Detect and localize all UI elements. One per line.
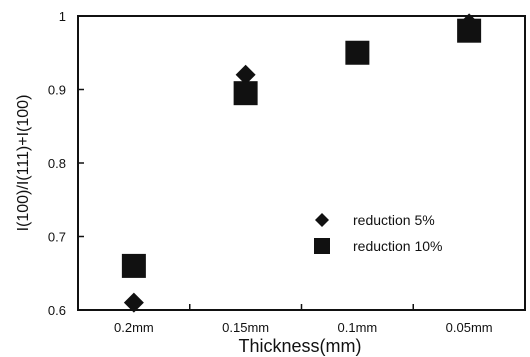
x-axis-label: Thickness(mm)	[238, 336, 361, 356]
y-tick-label: 0.6	[48, 303, 66, 318]
legend-marker-square	[314, 238, 330, 254]
legend-label-series-2: reduction 10%	[353, 238, 443, 254]
y-tick-label: 0.9	[48, 83, 66, 98]
legend: reduction 5% reduction 10%	[314, 212, 443, 254]
legend-marker-diamond	[315, 213, 329, 227]
y-tick-label: 0.8	[48, 156, 66, 171]
y-axis: 0.6 0.7 0.8 0.9 1	[48, 9, 84, 318]
legend-label-series-1: reduction 5%	[353, 212, 435, 228]
x-tick-label: 0.2mm	[114, 320, 154, 335]
y-tick-label: 0.7	[48, 230, 66, 245]
data-point-square	[345, 40, 370, 65]
x-tick-label: 0.15mm	[222, 320, 269, 335]
y-tick-label: 1	[59, 9, 66, 24]
x-axis: 0.2mm 0.15mm 0.1mm 0.05mm	[114, 304, 493, 335]
y-axis-label: I(100)/I(111)+I(100)	[15, 95, 32, 232]
data-point-square	[457, 18, 482, 43]
data-point-diamond	[123, 292, 144, 313]
data-marks	[121, 13, 482, 313]
data-point-square	[233, 81, 258, 106]
x-tick-label: 0.1mm	[338, 320, 378, 335]
data-point-square	[121, 253, 146, 278]
data-point-diamond	[235, 64, 256, 85]
x-tick-label: 0.05mm	[446, 320, 493, 335]
